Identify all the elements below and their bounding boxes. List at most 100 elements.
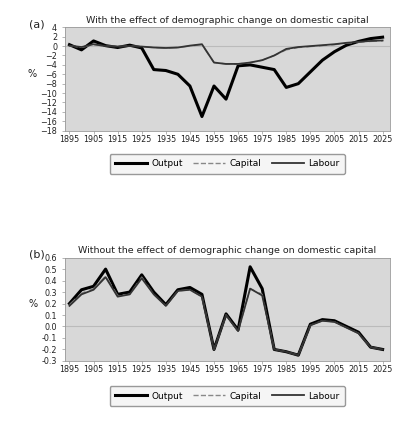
Output bbox=[380, 347, 385, 352]
Labour bbox=[380, 347, 385, 352]
Labour bbox=[127, 44, 132, 49]
Capital bbox=[272, 53, 277, 58]
Output bbox=[332, 318, 337, 323]
Output bbox=[356, 330, 361, 335]
Labour bbox=[224, 61, 228, 66]
Output bbox=[187, 83, 192, 88]
Labour bbox=[284, 46, 289, 51]
Labour bbox=[224, 312, 228, 318]
Capital bbox=[163, 303, 168, 308]
Capital bbox=[308, 44, 313, 49]
Output bbox=[79, 47, 84, 52]
Output bbox=[211, 83, 216, 88]
Output bbox=[260, 65, 265, 70]
Capital bbox=[236, 61, 241, 66]
Line: Output: Output bbox=[69, 267, 383, 355]
Capital bbox=[200, 42, 204, 48]
Capital bbox=[380, 38, 385, 44]
Labour bbox=[308, 44, 313, 49]
Capital bbox=[224, 61, 228, 66]
Output bbox=[163, 302, 168, 307]
Capital bbox=[139, 275, 144, 280]
Labour bbox=[296, 44, 301, 50]
Capital bbox=[272, 347, 277, 352]
Labour bbox=[187, 43, 192, 48]
Output bbox=[248, 62, 253, 67]
Line: Labour: Labour bbox=[69, 40, 383, 64]
Capital bbox=[79, 45, 84, 50]
Output bbox=[200, 114, 204, 119]
Capital bbox=[296, 45, 301, 50]
Output bbox=[320, 317, 325, 322]
Capital bbox=[368, 39, 373, 44]
Output bbox=[356, 39, 361, 44]
Legend: Output, Capital, Labour: Output, Capital, Labour bbox=[109, 154, 345, 174]
Labour bbox=[79, 44, 84, 50]
Output bbox=[296, 81, 301, 86]
Output bbox=[91, 284, 96, 289]
Capital bbox=[175, 288, 180, 293]
Labour bbox=[103, 275, 108, 280]
Labour bbox=[320, 318, 325, 323]
Labour bbox=[356, 39, 361, 44]
Output bbox=[187, 285, 192, 290]
Output bbox=[368, 36, 373, 41]
Capital bbox=[344, 325, 349, 330]
Output bbox=[224, 311, 228, 316]
Labour bbox=[139, 275, 144, 281]
Labour bbox=[248, 60, 253, 65]
Capital bbox=[91, 42, 96, 48]
Capital bbox=[284, 349, 289, 354]
Output bbox=[115, 45, 120, 50]
Capital bbox=[320, 43, 325, 48]
Capital bbox=[380, 347, 385, 352]
Output bbox=[67, 42, 72, 48]
Capital bbox=[236, 328, 241, 334]
Labour bbox=[187, 287, 192, 293]
Labour bbox=[260, 293, 265, 298]
Output bbox=[103, 267, 108, 272]
Output bbox=[332, 49, 337, 55]
Capital bbox=[308, 323, 313, 328]
Capital bbox=[139, 44, 144, 49]
Output bbox=[79, 287, 84, 293]
Labour bbox=[67, 43, 72, 48]
Output bbox=[272, 67, 277, 72]
Output bbox=[344, 324, 349, 329]
Text: (a): (a) bbox=[29, 19, 44, 29]
Output bbox=[368, 345, 373, 350]
Capital bbox=[284, 47, 289, 52]
Labour bbox=[332, 42, 337, 47]
Labour bbox=[260, 58, 265, 63]
Labour bbox=[320, 43, 325, 48]
Capital bbox=[320, 318, 325, 323]
Output bbox=[224, 96, 228, 102]
Output bbox=[127, 290, 132, 295]
Text: (b): (b) bbox=[29, 249, 44, 259]
Capital bbox=[248, 60, 253, 65]
Labour bbox=[139, 44, 144, 49]
Labour bbox=[91, 42, 96, 47]
Capital bbox=[356, 40, 361, 45]
Output bbox=[91, 38, 96, 44]
Labour bbox=[236, 61, 241, 66]
Labour bbox=[368, 38, 373, 44]
Labour bbox=[272, 347, 277, 352]
Capital bbox=[344, 40, 349, 46]
Labour bbox=[91, 287, 96, 293]
Output bbox=[284, 85, 289, 90]
Output bbox=[260, 286, 265, 291]
Labour bbox=[103, 44, 108, 49]
Line: Labour: Labour bbox=[69, 277, 383, 355]
Capital bbox=[332, 42, 337, 48]
Labour bbox=[211, 347, 216, 352]
Labour bbox=[248, 286, 253, 291]
Y-axis label: %: % bbox=[29, 299, 38, 309]
Capital bbox=[296, 352, 301, 358]
Output bbox=[127, 43, 132, 48]
Labour bbox=[151, 292, 156, 297]
Labour bbox=[296, 352, 301, 358]
Capital bbox=[187, 287, 192, 293]
Capital bbox=[67, 43, 72, 48]
Capital bbox=[260, 292, 265, 297]
